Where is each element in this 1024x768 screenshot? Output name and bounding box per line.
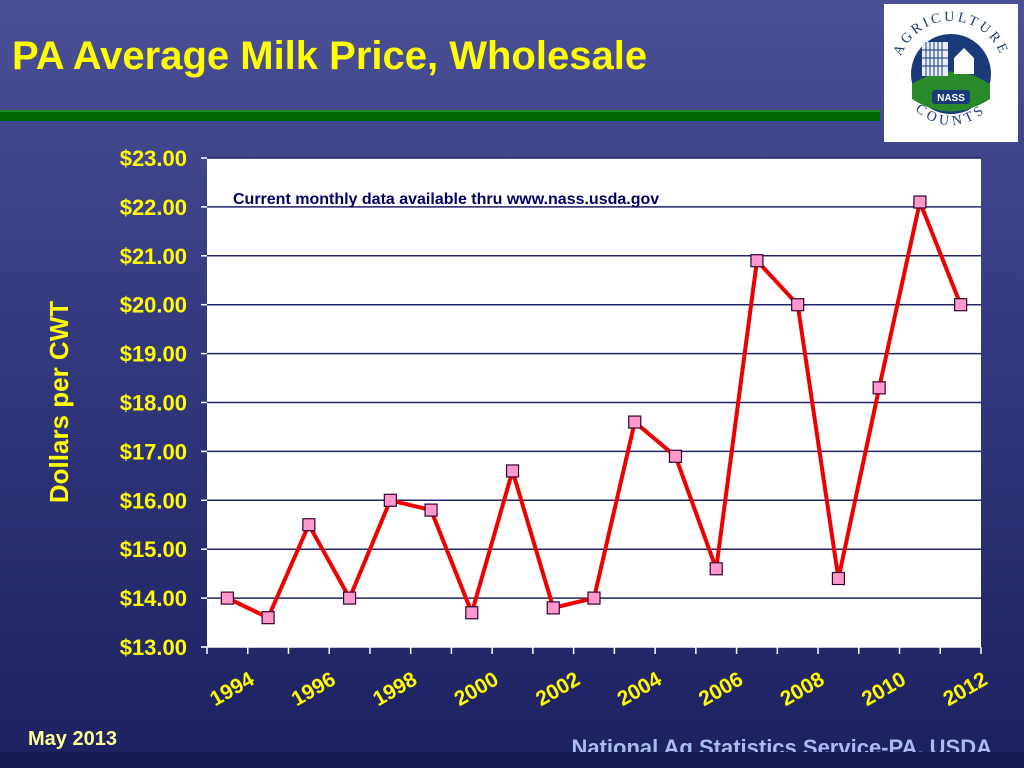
y-tick-label: $19.00 [120, 342, 187, 367]
x-tick-label: 1998 [369, 668, 421, 711]
x-tick-label: 2000 [451, 668, 503, 711]
y-tick-label: $15.00 [120, 537, 187, 562]
x-tick-label: 2002 [532, 668, 584, 711]
logo-badge-text: NASS [937, 93, 965, 104]
data-point [872, 381, 886, 395]
y-tick-label: $21.00 [120, 244, 187, 269]
data-point [709, 562, 723, 576]
data-point [913, 195, 927, 209]
y-tick-labels: $13.00 $14.00 $15.00 $16.00 $17.00 $18.00 $19.… [120, 146, 187, 660]
title-divider [0, 110, 880, 121]
y-tick-label: $23.00 [120, 146, 187, 171]
y-tick-label: $13.00 [120, 635, 187, 660]
x-tick-label: 1994 [206, 668, 258, 711]
y-tick-label: $18.00 [120, 391, 187, 416]
y-tick-label: $14.00 [120, 586, 187, 611]
data-point [342, 591, 357, 605]
x-tick-label: 2004 [614, 668, 666, 711]
footer-date: May 2013 [28, 728, 117, 750]
x-tick-label: 2012 [939, 668, 991, 711]
data-point [261, 611, 275, 625]
data-point [791, 298, 805, 312]
series-line [220, 195, 968, 625]
y-tick-label: $22.00 [120, 195, 187, 220]
data-point [668, 449, 683, 463]
y-tick-label: $17.00 [120, 439, 187, 464]
grid-lines [201, 157, 982, 654]
x-tick-label: 2008 [776, 668, 828, 711]
y-axis-label: Dollars per CWT [44, 301, 74, 503]
milk-price-chart: $13.00 $14.00 $15.00 $16.00 $17.00 $18.00 $19.… [44, 146, 991, 711]
x-tick-label: 2010 [858, 668, 910, 711]
data-point [424, 503, 438, 517]
nass-logo: NASS AGRICULTURE COUNTS [884, 4, 1018, 142]
data-point [546, 601, 560, 615]
data-point [831, 571, 846, 586]
y-tick-label: $20.00 [120, 293, 187, 318]
data-point [587, 591, 601, 605]
x-tick-label: 1996 [288, 668, 340, 711]
data-point [383, 493, 397, 507]
data-point [628, 415, 642, 429]
agriculture-counts-logo-icon: NASS AGRICULTURE COUNTS [891, 10, 1009, 129]
data-point [220, 591, 234, 605]
data-point [465, 606, 479, 620]
slide-title: PA Average Milk Price, Wholesale [12, 34, 648, 78]
data-point [954, 298, 968, 312]
x-tick-labels: 1994 1996 1998 2000 2002 2004 2006 2008 2010 2012 [206, 668, 991, 711]
data-point [302, 518, 316, 532]
data-point [750, 254, 764, 268]
chart-annotation: Current monthly data available thru www.… [233, 191, 659, 208]
y-tick-label: $16.00 [120, 488, 187, 513]
data-point [505, 464, 520, 478]
x-tick-label: 2006 [695, 668, 747, 711]
bottom-band [0, 752, 1024, 768]
